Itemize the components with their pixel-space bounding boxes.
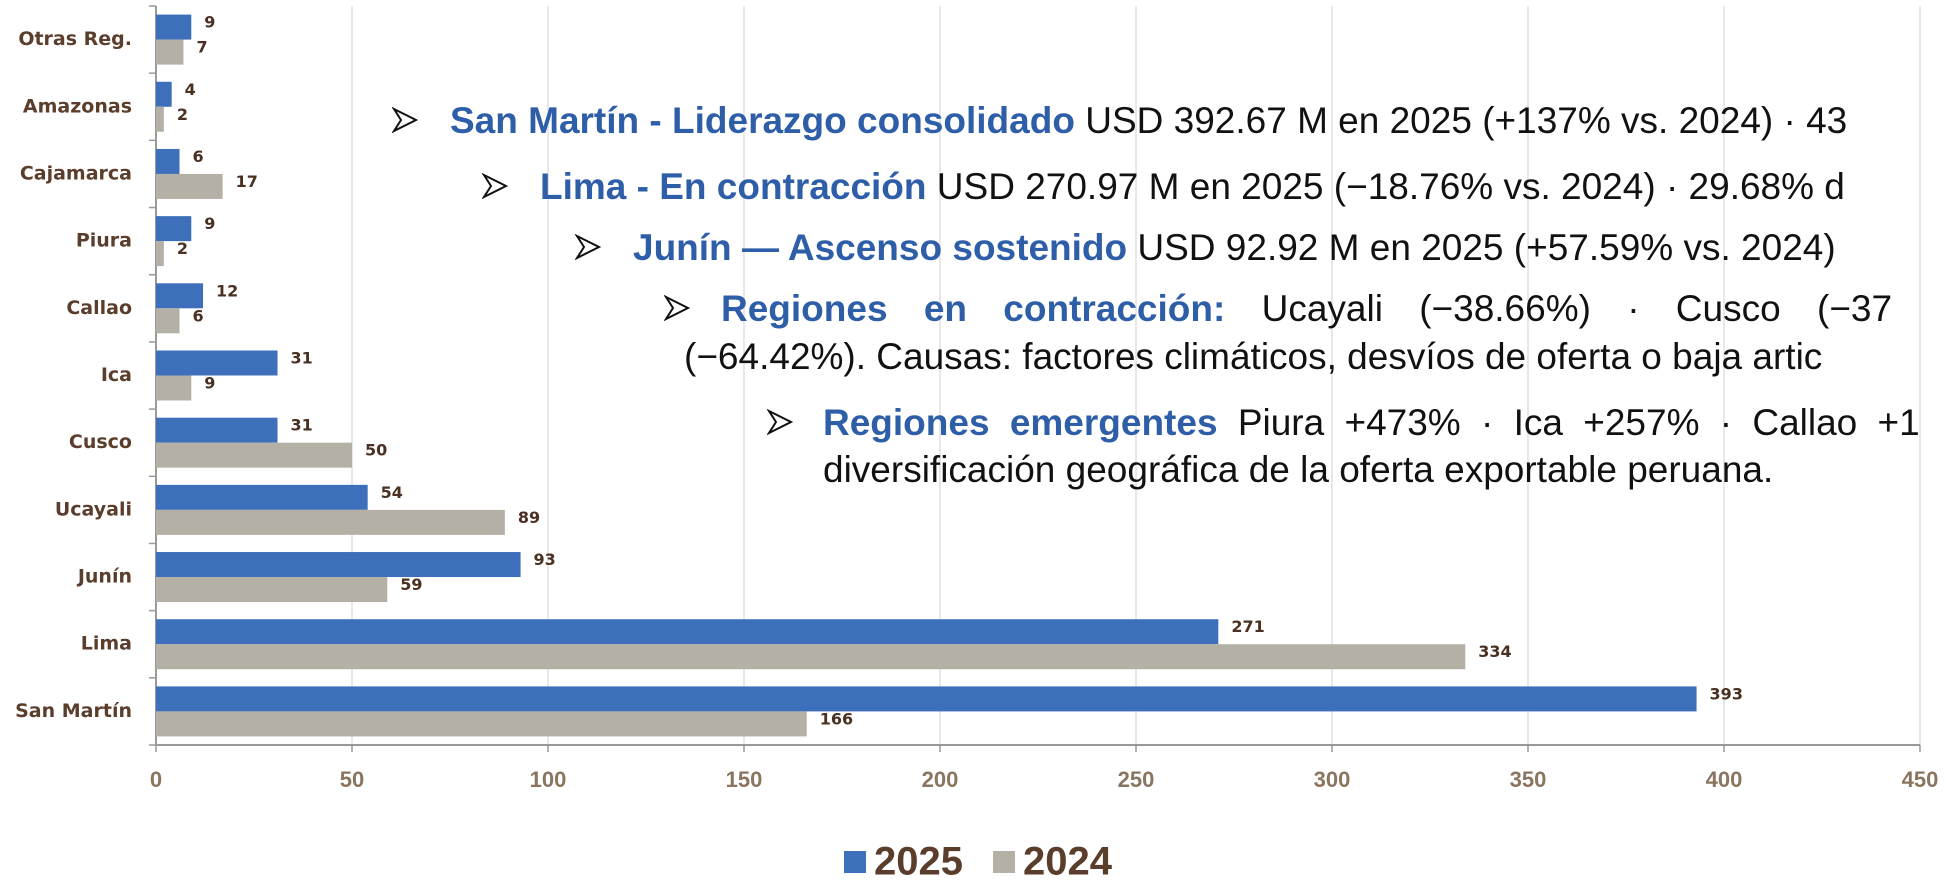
bar (156, 552, 521, 578)
bullet-heading: Junín — Ascenso sostenido (633, 227, 1128, 268)
y-tick-label: Otras Reg. (18, 28, 132, 50)
bar (156, 173, 223, 199)
bullet-line: diversificación geográfica de la oferta … (823, 449, 1774, 490)
value-label: 89 (518, 508, 540, 527)
y-tick-label: Ica (101, 364, 132, 386)
legend-swatch (992, 851, 1015, 873)
bullet-arrow (392, 107, 418, 133)
value-label: 2 (177, 239, 188, 258)
x-tick-label: 250 (1118, 767, 1155, 792)
legend-swatch (844, 851, 866, 873)
bullet-arrow (575, 234, 601, 260)
y-tick-label: Ucayali (55, 498, 132, 520)
bullet-arrow (664, 295, 690, 321)
value-label: 9 (204, 374, 215, 393)
x-tick-label: 50 (340, 767, 364, 792)
bullet-line: San Martín - Liderazgo consolidado USD 3… (450, 102, 1847, 139)
y-tick-label: Junín (76, 566, 132, 588)
value-label: 393 (1710, 684, 1743, 703)
bar (156, 509, 505, 535)
bar (156, 106, 164, 132)
bar (156, 711, 807, 737)
value-label: 93 (534, 550, 556, 569)
value-label: 4 (185, 80, 196, 99)
bar (156, 14, 192, 40)
bullet-line: Regiones emergentes Piura +473% · Ica +2… (823, 404, 1920, 441)
bar (156, 216, 192, 242)
bar (156, 577, 388, 603)
value-label: 2 (177, 105, 188, 124)
legend-label: 2025 (874, 840, 963, 880)
value-label: 50 (365, 441, 387, 460)
y-tick-label: Lima (81, 633, 132, 655)
bullet-heading: Regiones en contracción: (721, 288, 1226, 329)
value-label: 31 (291, 416, 313, 435)
bullet-line: Regiones en contracción: Ucayali (−38.66… (721, 290, 1892, 327)
value-label: 7 (196, 38, 207, 57)
x-tick-label: 200 (922, 767, 959, 792)
value-label: 166 (820, 709, 853, 728)
bar (156, 283, 204, 309)
legend-label: 2024 (1023, 840, 1113, 880)
bar (156, 81, 172, 107)
x-tick-label: 0 (150, 767, 162, 792)
bar (156, 417, 278, 443)
bullet-line: (−64.42%). Causas: factores climáticos, … (684, 336, 1823, 377)
bullet-line: Lima - En contracción USD 270.97 M en 20… (540, 168, 1845, 205)
bullet-line: Junín — Ascenso sostenido USD 92.92 M en… (633, 229, 1836, 266)
bullet-arrow (767, 409, 793, 435)
bar (156, 484, 368, 510)
value-label: 271 (1231, 617, 1264, 636)
bar (156, 39, 184, 65)
y-tick-label: Amazonas (23, 95, 132, 117)
value-label: 59 (400, 575, 422, 594)
bar (156, 644, 1466, 670)
value-label: 6 (193, 306, 204, 325)
bullet-text: Piura +473% · Ica +257% · Callao +1 (1237, 402, 1920, 443)
value-label: 54 (381, 483, 403, 502)
bar (156, 442, 352, 468)
bar (156, 308, 180, 334)
bullet-heading: Regiones emergentes (823, 402, 1218, 443)
bar (156, 686, 1697, 712)
value-label: 31 (291, 349, 313, 368)
x-tick-label: 300 (1314, 767, 1351, 792)
bar (156, 375, 192, 401)
value-label: 334 (1478, 642, 1511, 661)
bullet-text: USD 92.92 M en 2025 (+57.59% vs. 2024) (1137, 227, 1836, 268)
bullet-heading: San Martín - Liderazgo consolidado (450, 100, 1075, 141)
bar (156, 148, 180, 174)
y-tick-label: Cusco (69, 431, 132, 453)
bar (156, 241, 164, 267)
value-label: 12 (216, 281, 238, 300)
bar (156, 350, 278, 376)
y-tick-label: Cajamarca (20, 162, 132, 184)
x-tick-label: 150 (726, 767, 763, 792)
value-label: 17 (236, 172, 258, 191)
value-label: 9 (204, 214, 215, 233)
bullet-text: USD 392.67 M en 2025 (+137% vs. 2024) · … (1085, 100, 1848, 141)
bullet-heading: Lima - En contracción (540, 166, 927, 207)
y-tick-label: San Martín (15, 700, 132, 722)
x-tick-label: 100 (530, 767, 567, 792)
bullet-text: USD 270.97 M en 2025 (−18.76% vs. 2024) … (936, 166, 1845, 207)
y-tick-label: Piura (76, 230, 132, 252)
value-label: 6 (193, 147, 204, 166)
value-label: 9 (204, 13, 215, 32)
y-tick-label: Callao (66, 297, 132, 319)
x-tick-label: 450 (1902, 767, 1939, 792)
bullet-arrow (482, 173, 508, 199)
x-tick-label: 400 (1706, 767, 1743, 792)
bar (156, 619, 1219, 645)
x-tick-label: 350 (1510, 767, 1547, 792)
bullet-text: Ucayali (−38.66%) · Cusco (−37 (1261, 288, 1893, 329)
